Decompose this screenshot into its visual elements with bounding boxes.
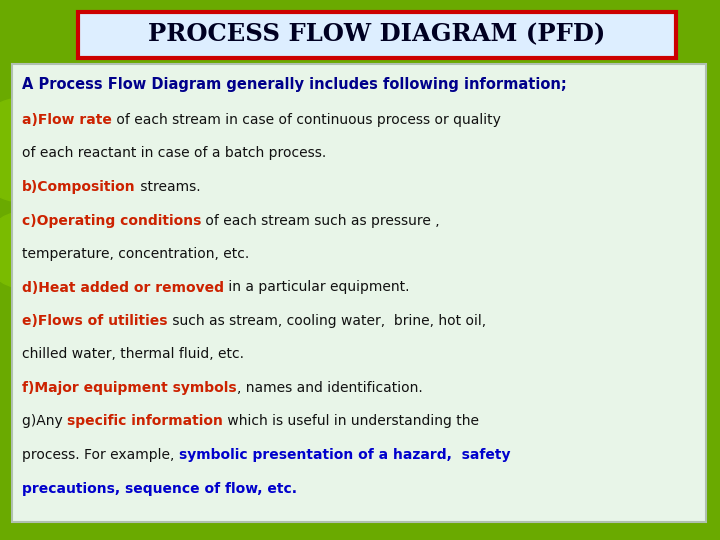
FancyBboxPatch shape	[12, 64, 706, 522]
Text: process. For example,: process. For example,	[22, 448, 179, 462]
Text: streams.: streams.	[135, 180, 200, 194]
Circle shape	[0, 98, 74, 202]
Text: A Process Flow Diagram generally includes following information;: A Process Flow Diagram generally include…	[22, 78, 567, 92]
Text: chilled water, thermal fluid, etc.: chilled water, thermal fluid, etc.	[22, 348, 244, 361]
Text: of each reactant in case of a batch process.: of each reactant in case of a batch proc…	[22, 146, 326, 160]
Text: symbolic presentation of a hazard,  safety: symbolic presentation of a hazard, safet…	[179, 448, 510, 462]
Text: precautions, sequence of flow, etc.: precautions, sequence of flow, etc.	[22, 482, 297, 496]
FancyBboxPatch shape	[78, 12, 676, 58]
Text: temperature, concentration, etc.: temperature, concentration, etc.	[22, 247, 249, 261]
Text: f)Major equipment symbols: f)Major equipment symbols	[22, 381, 237, 395]
Text: e)Flows of utilities: e)Flows of utilities	[22, 314, 168, 328]
Text: in a particular equipment.: in a particular equipment.	[224, 280, 410, 294]
Circle shape	[0, 212, 60, 288]
Text: a)Flow rate: a)Flow rate	[22, 113, 112, 127]
Text: g)Any: g)Any	[22, 415, 67, 429]
Text: of each stream such as pressure ,: of each stream such as pressure ,	[202, 213, 440, 227]
Text: of each stream in case of continuous process or quality: of each stream in case of continuous pro…	[112, 113, 500, 127]
Text: such as stream, cooling water,  brine, hot oil,: such as stream, cooling water, brine, ho…	[168, 314, 485, 328]
Text: specific information: specific information	[67, 415, 223, 429]
Text: , names and identification.: , names and identification.	[237, 381, 423, 395]
Text: b)Composition: b)Composition	[22, 180, 135, 194]
Text: which is useful in understanding the: which is useful in understanding the	[223, 415, 479, 429]
Text: PROCESS FLOW DIAGRAM (PFD): PROCESS FLOW DIAGRAM (PFD)	[148, 22, 606, 46]
Text: c)Operating conditions: c)Operating conditions	[22, 213, 202, 227]
Text: d)Heat added or removed: d)Heat added or removed	[22, 280, 224, 294]
